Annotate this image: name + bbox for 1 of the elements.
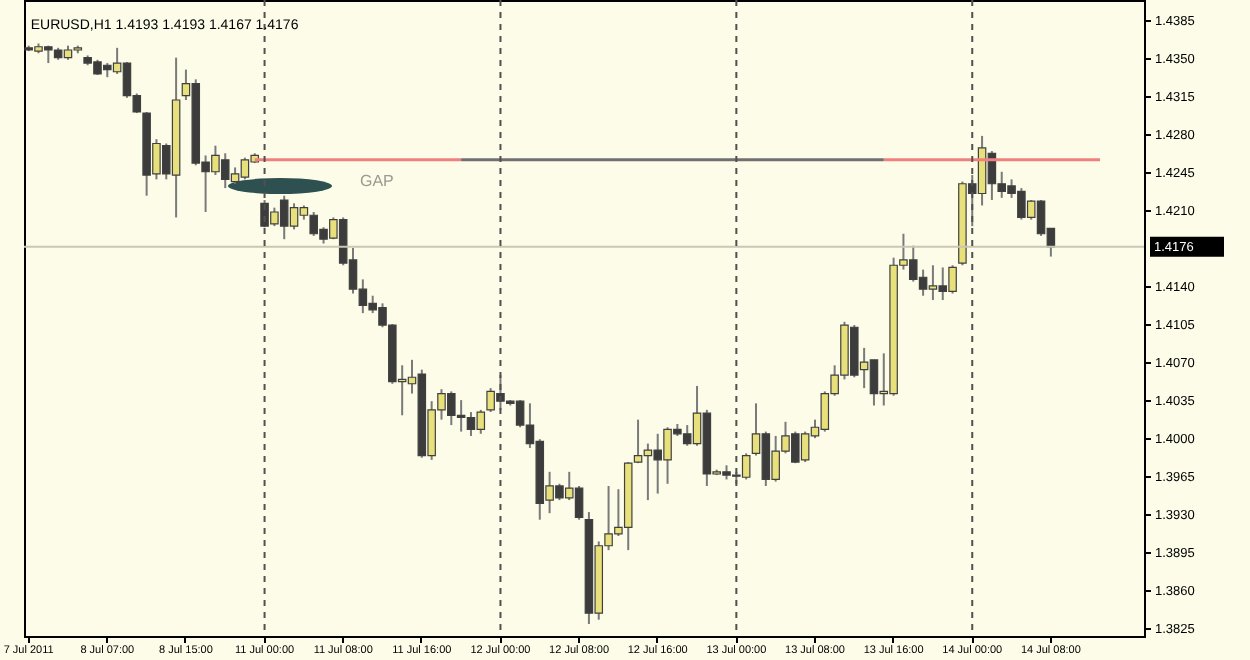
annotation: GAP [360, 172, 394, 190]
